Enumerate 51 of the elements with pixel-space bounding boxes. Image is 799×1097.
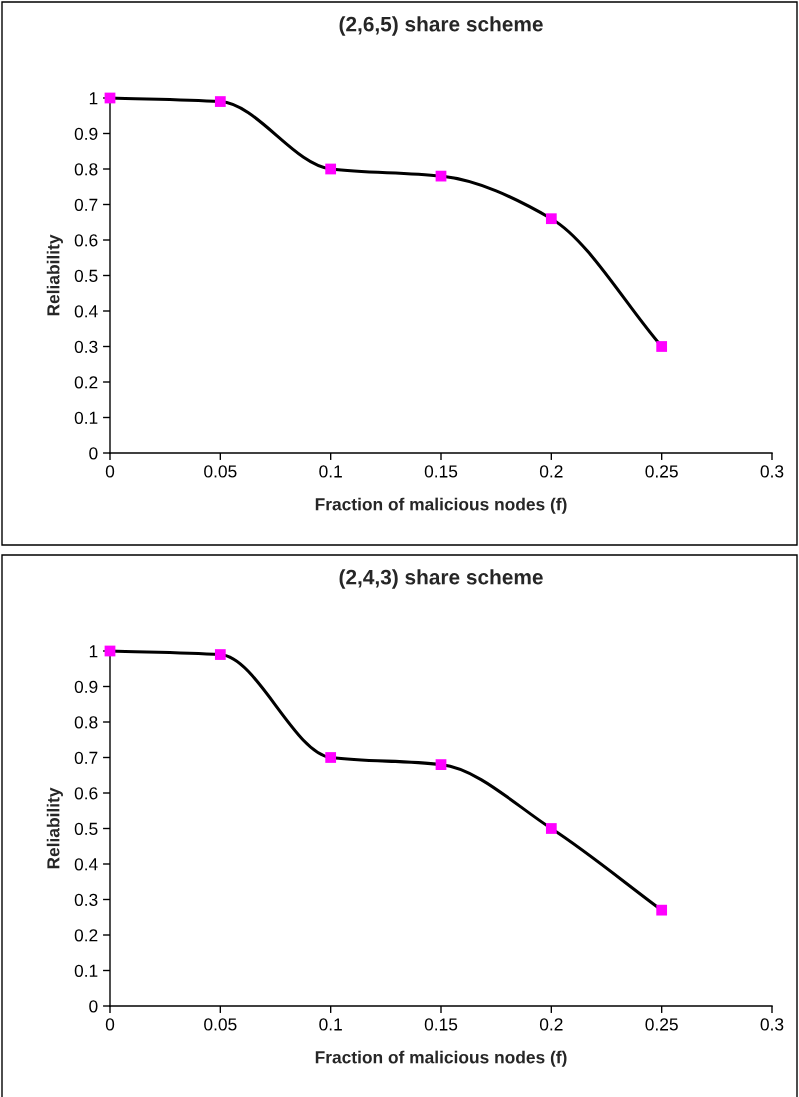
y-tick-label: 0.9 <box>74 680 98 693</box>
y-axis-title: Reliability <box>46 787 63 869</box>
y-tick-label: 0.7 <box>74 198 98 211</box>
x-tick-label: 0.1 <box>319 1018 342 1031</box>
y-tick-label: 1 <box>89 645 98 658</box>
point <box>656 341 668 352</box>
y-tick-label: 0.2 <box>74 376 98 389</box>
y-tick-label: 0 <box>89 1000 98 1013</box>
y-tick-label: 0 <box>89 447 98 460</box>
point <box>545 823 557 834</box>
y-tick-label: 0.3 <box>74 893 98 906</box>
y-tick-label: 0.5 <box>74 269 98 282</box>
y-tick-label: 0.2 <box>74 929 98 942</box>
x-tick-label: 0.15 <box>424 465 458 478</box>
y-tick-label: 1 <box>89 92 98 105</box>
x-tick-label: 0.25 <box>645 465 678 478</box>
x-tick-label: 0.25 <box>645 1018 678 1031</box>
y-axis-title: Reliability <box>46 234 63 316</box>
y-tick-label: 0.8 <box>74 163 98 176</box>
point <box>325 752 337 763</box>
chart-title: (2,6,5) share scheme <box>339 16 543 36</box>
x-tick-label: 0 <box>105 465 115 478</box>
point <box>325 163 337 175</box>
x-tick-label: 0.2 <box>539 1018 563 1031</box>
x-tick-label: 0.3 <box>760 1018 784 1031</box>
y-tick-label: 0.8 <box>74 716 98 729</box>
x-axis-title: Fraction of malicious nodes (f) <box>315 1050 567 1067</box>
x-axis-title: Fraction of malicious nodes (f) <box>315 497 567 514</box>
y-tick-label: 0.1 <box>74 411 98 424</box>
point <box>214 96 226 107</box>
chart-title: (2,4,3) share scheme <box>339 569 543 589</box>
x-tick-label: 0.2 <box>539 465 563 478</box>
x-tick-label: 0.05 <box>204 465 237 478</box>
x-tick-label: 0.1 <box>319 465 342 478</box>
y-tick-label: 0.6 <box>74 234 98 247</box>
x-tick-label: 0.05 <box>204 1018 237 1031</box>
y-tick-label: 0.9 <box>74 127 98 140</box>
y-tick-label: 0.6 <box>74 787 98 800</box>
point <box>545 213 557 225</box>
y-tick-label: 0.3 <box>74 340 98 353</box>
y-tick-label: 0.7 <box>74 751 98 764</box>
y-tick-label: 0.4 <box>74 858 98 871</box>
y-tick-label: 0.1 <box>74 964 98 977</box>
point <box>435 759 447 770</box>
x-tick-label: 0.15 <box>424 1018 458 1031</box>
point <box>656 904 668 916</box>
x-tick-label: 0 <box>105 1018 115 1031</box>
y-tick-label: 0.4 <box>74 305 98 318</box>
point <box>214 649 226 660</box>
x-tick-label: 0.3 <box>760 465 784 478</box>
y-tick-label: 0.5 <box>74 822 98 835</box>
